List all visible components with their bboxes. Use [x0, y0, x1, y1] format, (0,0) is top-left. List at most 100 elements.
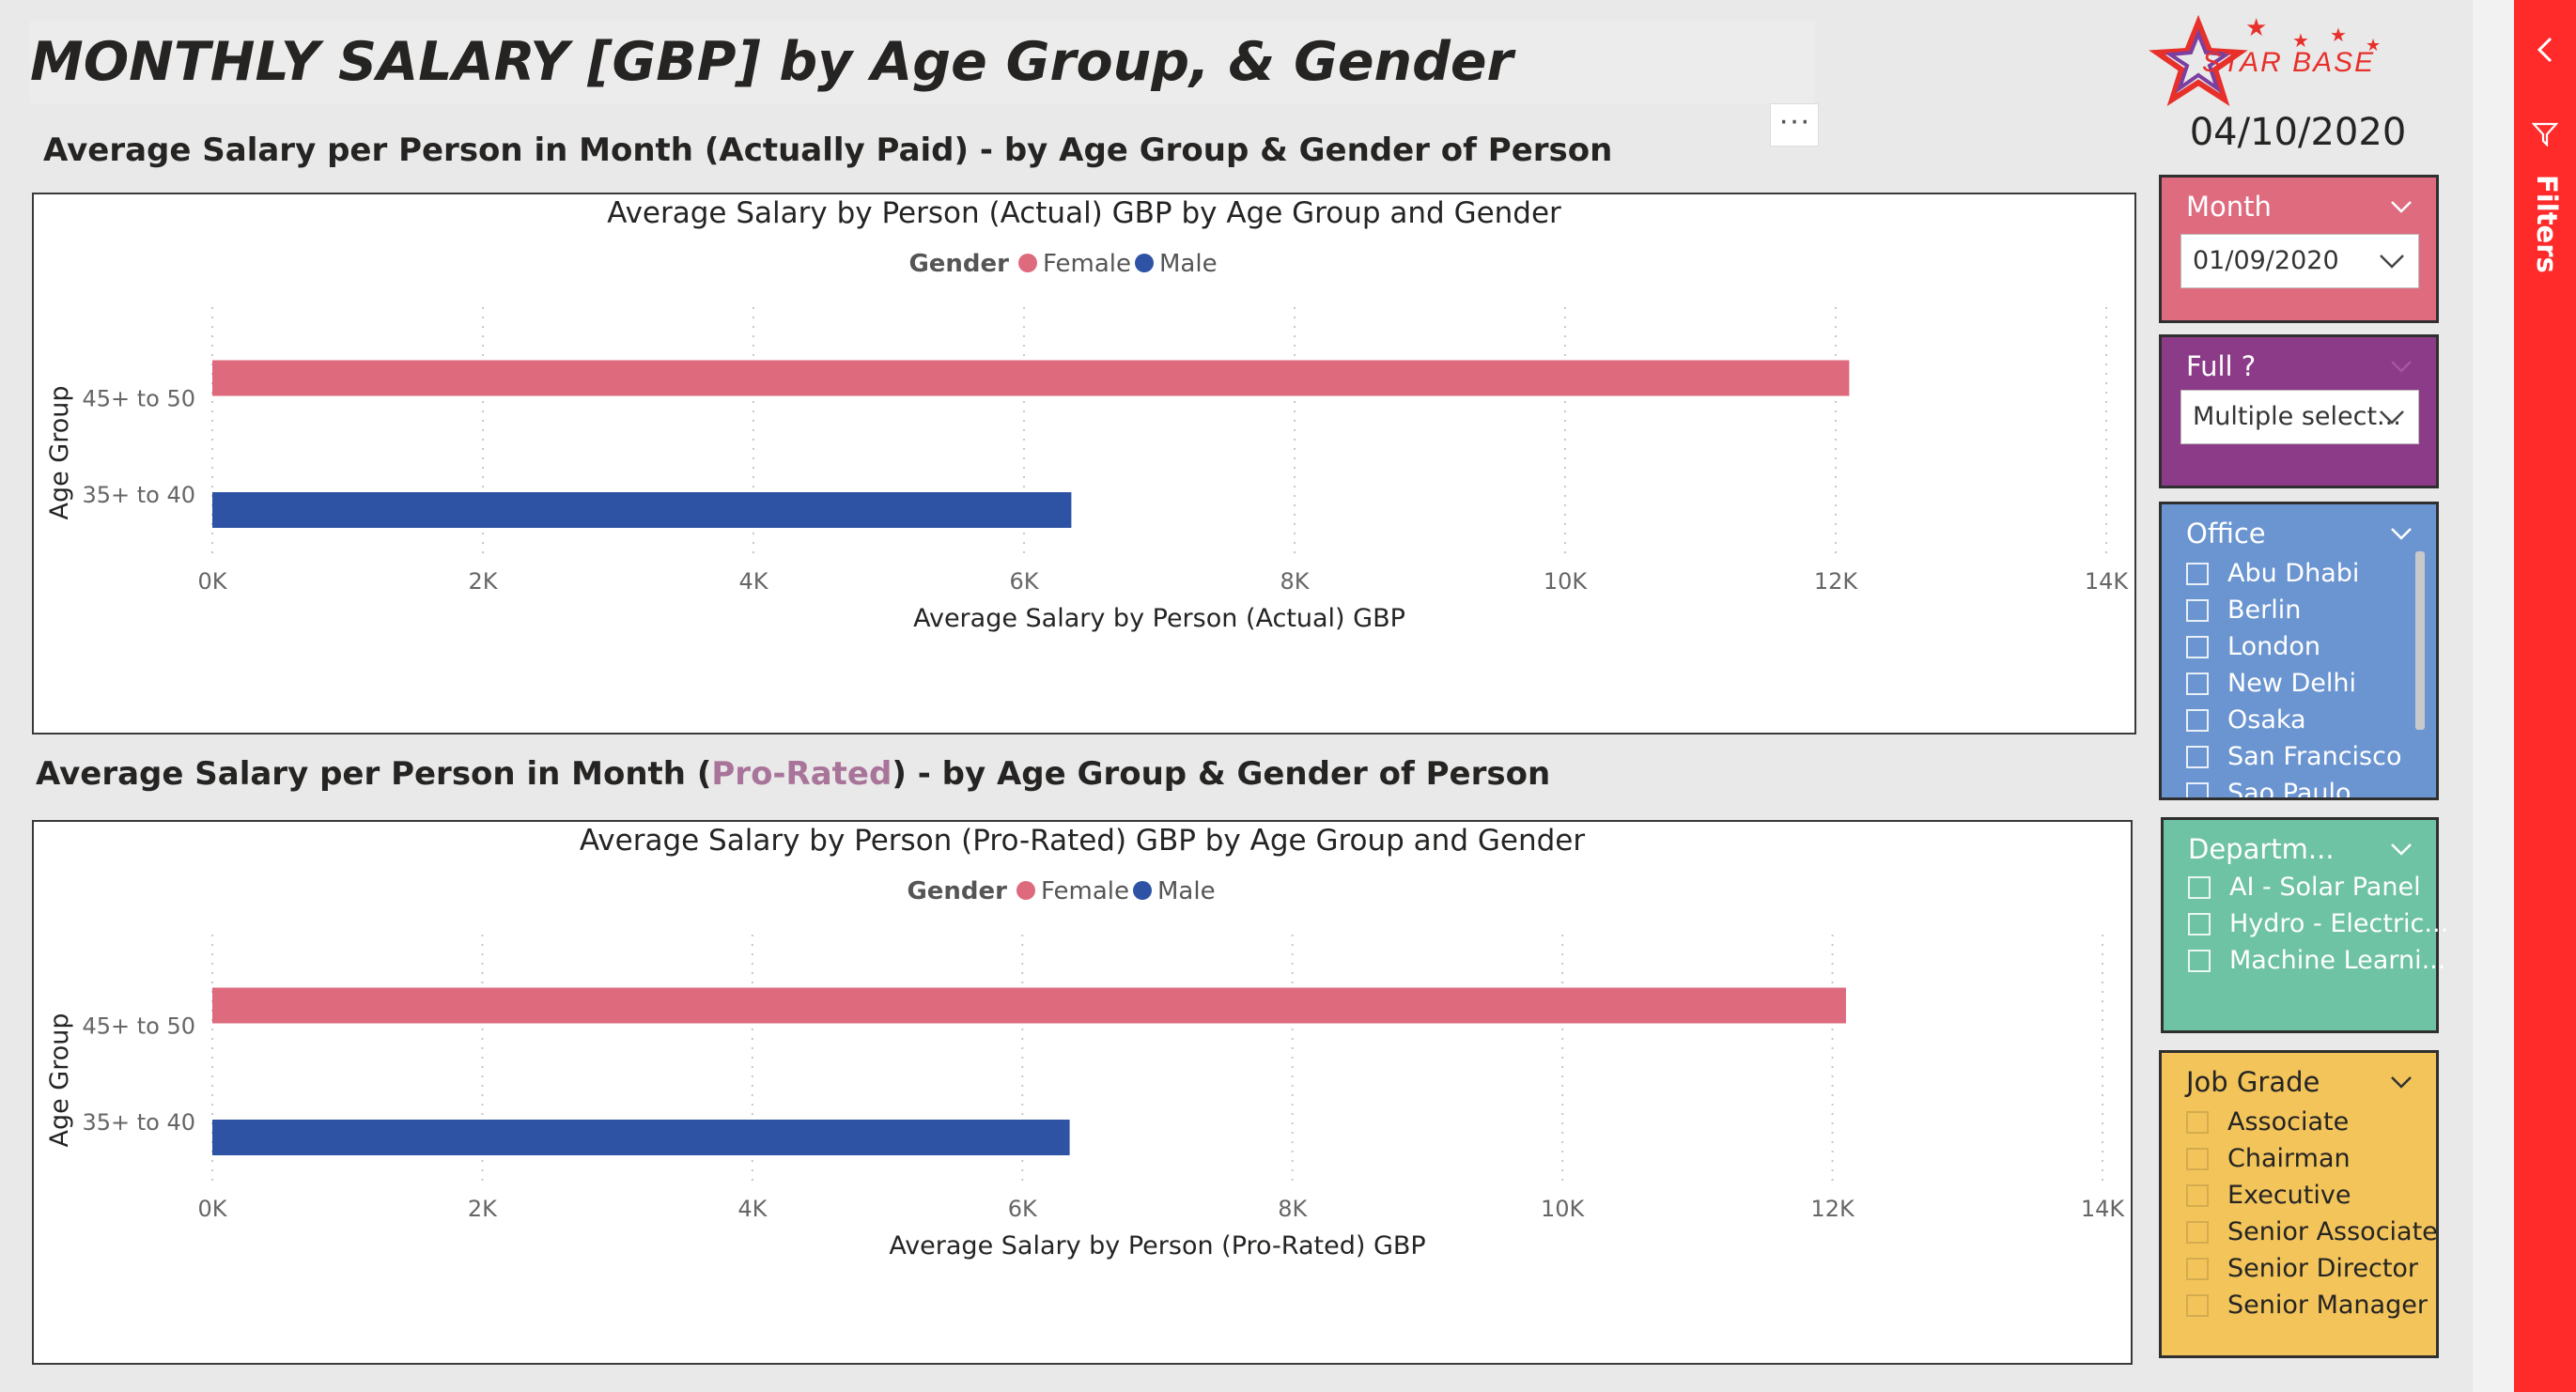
month-dropdown-value: 01/09/2020: [2193, 246, 2339, 275]
chart-prorated[interactable]: Average Salary by Person (Pro-Rated) GBP…: [32, 820, 2133, 1365]
department-item-label: Hydro - Electric...: [2229, 909, 2449, 938]
x-tick-label: 12K: [1814, 568, 1859, 595]
office-item-label: London: [2227, 632, 2320, 661]
checkbox[interactable]: [2186, 563, 2209, 585]
y-tick-label: 35+ to 40: [82, 1109, 195, 1136]
slicer-office-label: Office: [2186, 518, 2266, 549]
x-tick-label: 2K: [468, 568, 498, 595]
legend-title: Gender: [907, 877, 1007, 905]
section-title-highlight: Pro-Rated: [711, 755, 892, 793]
x-tick-label: 6K: [1008, 1196, 1038, 1222]
chart-actual[interactable]: Average Salary by Person (Actual) GBP by…: [32, 193, 2136, 735]
starbase-logo-graphic: STAR BASE ★ ★ ★ ★: [2149, 13, 2381, 106]
chevron-down-icon: [2380, 410, 2404, 425]
legend-marker-male: [1135, 254, 1154, 272]
bar-male: [212, 1120, 1070, 1155]
job-grade-item-label: Senior Manager: [2227, 1291, 2428, 1320]
office-item-label: New Delhi: [2227, 669, 2356, 698]
chevron-left-icon[interactable]: [2534, 36, 2556, 64]
logo-text: STAR BASE: [2202, 47, 2375, 78]
chevron-down-icon[interactable]: [2389, 1070, 2413, 1094]
x-tick-label: 4K: [738, 568, 768, 595]
y-tick-label: 35+ to 40: [82, 482, 195, 508]
logo-star-small-1: ★: [2245, 13, 2267, 41]
checkbox[interactable]: [2186, 1111, 2209, 1134]
full-dropdown[interactable]: Multiple select...: [2180, 390, 2419, 444]
legend-marker-female: [1016, 881, 1035, 900]
y-axis-title: Age Group: [45, 385, 74, 519]
chart-title: Average Salary by Person (Pro-Rated) GBP…: [580, 824, 1585, 858]
chevron-down-icon[interactable]: [2389, 837, 2413, 861]
office-scrollbar[interactable]: [2415, 551, 2425, 730]
checkbox[interactable]: [2186, 1148, 2209, 1170]
legend-label-male: Male: [1159, 250, 1218, 278]
department-item-label: AI - Solar Panel: [2229, 873, 2421, 902]
x-tick-label: 4K: [737, 1196, 768, 1222]
slicer-month[interactable]: Month 01/09/2020: [2159, 175, 2439, 323]
legend-label-female: Female: [1043, 250, 1131, 278]
slicer-job-grade[interactable]: Job Grade Associate Chairman Executive S…: [2159, 1050, 2439, 1358]
y-tick-label: 45+ to 50: [82, 386, 195, 412]
checkbox[interactable]: [2186, 782, 2209, 797]
full-dropdown-value: Multiple select...: [2193, 402, 2401, 431]
checkbox[interactable]: [2186, 1221, 2209, 1244]
x-tick-label: 0K: [197, 568, 227, 595]
checkbox[interactable]: [2186, 1258, 2209, 1280]
x-tick-label: 6K: [1009, 568, 1039, 595]
section-title-actual: Average Salary per Person in Month (Actu…: [43, 131, 1613, 169]
office-item-label: Osaka: [2227, 705, 2306, 735]
x-tick-label: 14K: [2081, 1196, 2126, 1222]
chevron-down-icon[interactable]: [2389, 354, 2413, 379]
slicer-full[interactable]: Full ? Multiple select...: [2159, 334, 2439, 488]
checkbox[interactable]: [2188, 950, 2211, 972]
y-tick-label: 45+ to 50: [82, 1013, 195, 1040]
month-dropdown[interactable]: 01/09/2020: [2180, 234, 2419, 288]
page-title: MONTHLY SALARY [GBP] by Age Group, & Gen…: [30, 21, 1815, 103]
chevron-down-icon[interactable]: [2389, 194, 2413, 219]
office-item-label: Abu Dhabi: [2227, 559, 2360, 588]
job-grade-item-label: Associate: [2227, 1107, 2350, 1137]
checkbox[interactable]: [2188, 913, 2211, 936]
filters-label: Filters: [2531, 175, 2563, 273]
slicer-office[interactable]: Office Abu Dhabi Berlin London New Delhi…: [2159, 502, 2439, 800]
chevron-down-icon: [2380, 255, 2404, 269]
chart-prorated-svg: Average Salary by Person (Pro-Rated) GBP…: [45, 824, 2126, 1261]
slicer-month-label: Month: [2186, 191, 2272, 223]
canvas-right-rail: [2473, 0, 2514, 1392]
x-tick-label: 12K: [1810, 1196, 1855, 1222]
checkbox[interactable]: [2186, 599, 2209, 622]
job-grade-item-label: Senior Associate: [2227, 1217, 2438, 1246]
funnel-icon: [2532, 122, 2558, 147]
logo-star-small-2: ★: [2292, 31, 2309, 52]
logo-star-small-4: ★: [2366, 36, 2381, 54]
legend-label-female: Female: [1041, 877, 1129, 905]
section-title-prefix: Average Salary per Person in Month (: [36, 755, 712, 793]
filters-pane[interactable]: Filters: [2514, 0, 2576, 1392]
logo-star-outline: [2149, 14, 2248, 106]
legend-marker-female: [1018, 254, 1037, 272]
checkbox[interactable]: [2188, 876, 2211, 899]
checkbox[interactable]: [2186, 1184, 2209, 1207]
x-axis-title: Average Salary by Person (Pro-Rated) GBP: [889, 1231, 1425, 1261]
bar-male: [212, 492, 1072, 528]
job-grade-item-label: Chairman: [2227, 1144, 2351, 1173]
office-item-label: Sao Paulo: [2227, 779, 2351, 800]
logo-star-inner: [2165, 28, 2232, 94]
logo-star-small-3: ★: [2330, 25, 2347, 46]
x-tick-label: 0K: [197, 1196, 227, 1222]
checkbox[interactable]: [2186, 1294, 2209, 1317]
slicer-department-label: Departm...: [2188, 833, 2335, 865]
legend-marker-male: [1133, 881, 1152, 900]
job-grade-item-label: Senior Director: [2227, 1254, 2419, 1283]
chevron-down-icon[interactable]: [2389, 521, 2413, 546]
checkbox[interactable]: [2186, 746, 2209, 768]
slicer-department[interactable]: Departm... AI - Solar Panel Hydro - Elec…: [2161, 817, 2448, 1033]
checkbox[interactable]: [2186, 636, 2209, 658]
more-options-button[interactable]: ···: [1770, 103, 1819, 147]
checkbox[interactable]: [2186, 673, 2209, 695]
job-grade-item-label: Executive: [2227, 1181, 2351, 1210]
section-title-prorated: Average Salary per Person in Month (Pro-…: [36, 755, 1550, 793]
starbase-logo: STAR BASE ★ ★ ★ ★: [2142, 13, 2405, 107]
checkbox[interactable]: [2186, 709, 2209, 732]
bar-female: [212, 987, 1846, 1024]
